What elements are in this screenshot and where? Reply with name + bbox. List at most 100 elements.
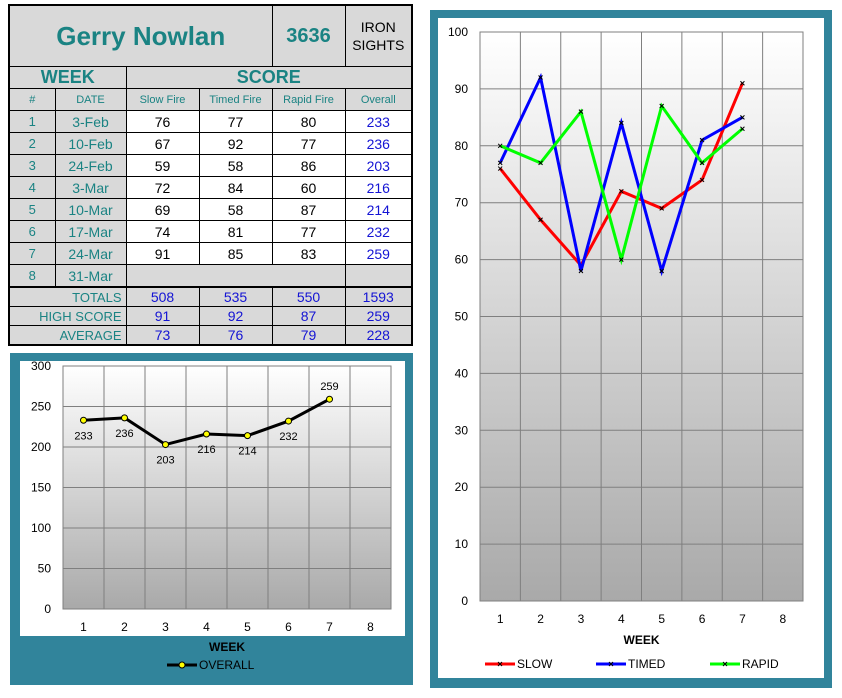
y-tick-label: 30 bbox=[455, 423, 469, 437]
week-date: 10-Feb bbox=[54, 132, 127, 155]
overall-score: 203 bbox=[344, 154, 413, 177]
week-num: 2 bbox=[8, 132, 56, 155]
table-row: 1 3-Feb 76 77 80 233 bbox=[8, 110, 413, 133]
data-point bbox=[659, 268, 665, 274]
table-row: 3 24-Feb 59 58 86 203 bbox=[8, 154, 413, 177]
overall-score: 236 bbox=[344, 132, 413, 155]
week-date: 3-Feb bbox=[54, 110, 127, 133]
data-point bbox=[659, 103, 665, 109]
x-tick-label: 5 bbox=[658, 612, 665, 626]
column-header-row: # DATE Slow Fire Timed Fire Rapid Fire O… bbox=[8, 88, 413, 111]
data-point bbox=[497, 166, 503, 171]
table-row: 6 17-Mar 74 81 77 232 bbox=[8, 220, 413, 243]
data-point bbox=[659, 206, 665, 211]
y-tick-label: 50 bbox=[38, 562, 52, 576]
data-point bbox=[578, 109, 584, 115]
data-point bbox=[538, 217, 543, 223]
rapid-score: 80 bbox=[271, 110, 346, 133]
overall-score: 259 bbox=[344, 242, 413, 265]
data-point bbox=[497, 143, 503, 149]
summary-timed: 76 bbox=[198, 325, 273, 346]
rapid-score: 77 bbox=[271, 220, 346, 243]
data-point bbox=[740, 80, 745, 86]
header-row: WEEK SCORE bbox=[8, 66, 413, 89]
data-point bbox=[162, 441, 169, 449]
data-point bbox=[699, 137, 705, 143]
summary-slow: 73 bbox=[125, 325, 200, 346]
slow-score: 59 bbox=[125, 154, 200, 177]
legend-marker bbox=[497, 661, 503, 667]
col-num: # bbox=[8, 88, 56, 111]
slow-score: 91 bbox=[125, 242, 200, 265]
y-tick-label: 20 bbox=[455, 480, 469, 494]
shooter-name: Gerry Nowlan bbox=[8, 4, 273, 67]
week-num: 5 bbox=[8, 198, 56, 221]
col-slow: Slow Fire bbox=[125, 88, 200, 111]
high-score-row: HIGH SCORE 91 92 87 259 bbox=[8, 306, 413, 326]
table-row: 4 3-Mar 72 84 60 216 bbox=[8, 176, 413, 199]
data-point bbox=[80, 416, 87, 424]
totals-row: TOTALS 508 535 550 1593 bbox=[8, 286, 413, 307]
slow-score: 74 bbox=[125, 220, 200, 243]
y-tick-label: 100 bbox=[448, 25, 468, 39]
legend-label: TIMED bbox=[628, 657, 666, 671]
summary-overall: 259 bbox=[344, 306, 413, 326]
col-overall: Overall bbox=[344, 88, 413, 111]
summary-rapid: 79 bbox=[271, 325, 346, 346]
y-tick-label: 0 bbox=[44, 602, 51, 616]
empty-scores bbox=[125, 264, 346, 288]
overall-score: 233 bbox=[344, 110, 413, 133]
y-tick-label: 40 bbox=[455, 366, 469, 380]
rapid-score: 83 bbox=[271, 242, 346, 265]
table-row: 2 10-Feb 67 92 77 236 bbox=[8, 132, 413, 155]
table-row: 7 24-Mar 91 85 83 259 bbox=[8, 242, 413, 265]
data-point bbox=[740, 114, 745, 120]
y-tick-label: 70 bbox=[455, 196, 469, 210]
average-row: AVERAGE 73 76 79 228 bbox=[8, 325, 413, 346]
x-tick-label: 2 bbox=[121, 620, 128, 634]
x-tick-label: 4 bbox=[203, 620, 210, 634]
data-point bbox=[618, 120, 624, 126]
data-point bbox=[699, 160, 705, 166]
x-tick-label: 3 bbox=[578, 612, 585, 626]
shooter-id: 3636 bbox=[271, 4, 346, 67]
legend-marker bbox=[722, 661, 728, 667]
week-num: 6 bbox=[8, 220, 56, 243]
week-num: 1 bbox=[8, 110, 56, 133]
timed-score: 85 bbox=[198, 242, 273, 265]
col-rapid: Rapid Fire bbox=[271, 88, 346, 111]
summary-label: HIGH SCORE bbox=[8, 306, 127, 326]
data-label: 216 bbox=[197, 444, 215, 456]
data-label: 214 bbox=[238, 446, 256, 458]
summary-timed: 92 bbox=[198, 306, 273, 326]
table-row: 5 10-Mar 69 58 87 214 bbox=[8, 198, 413, 221]
data-point bbox=[538, 160, 543, 166]
summary-slow: 508 bbox=[125, 286, 200, 307]
data-label: 232 bbox=[279, 431, 297, 443]
table-row: 8 31-Mar bbox=[8, 264, 413, 288]
legend-label: RAPID bbox=[742, 657, 779, 671]
summary-label: TOTALS bbox=[8, 286, 127, 307]
y-tick-label: 60 bbox=[455, 253, 469, 267]
x-tick-label: 8 bbox=[367, 620, 374, 634]
week-header: WEEK bbox=[8, 66, 127, 89]
data-point bbox=[326, 395, 333, 403]
y-tick-label: 90 bbox=[455, 82, 469, 96]
x-tick-label: 3 bbox=[162, 620, 169, 634]
x-tick-label: 5 bbox=[244, 620, 251, 634]
data-point bbox=[618, 188, 624, 194]
slow-score: 72 bbox=[125, 176, 200, 199]
data-label: 259 bbox=[320, 381, 338, 393]
title-row: Gerry Nowlan 3636 IRON SIGHTS bbox=[8, 4, 413, 67]
overall-score: 232 bbox=[344, 220, 413, 243]
legend-label: OVERALL bbox=[199, 658, 255, 672]
week-num: 8 bbox=[8, 264, 56, 288]
timed-score: 58 bbox=[198, 154, 273, 177]
week-date: 31-Mar bbox=[54, 264, 127, 288]
data-label: 236 bbox=[115, 428, 133, 440]
week-date: 10-Mar bbox=[54, 198, 127, 221]
shooter-category: IRON SIGHTS bbox=[344, 4, 413, 67]
x-tick-label: 6 bbox=[285, 620, 292, 634]
data-point bbox=[699, 177, 705, 183]
timed-score: 81 bbox=[198, 220, 273, 243]
